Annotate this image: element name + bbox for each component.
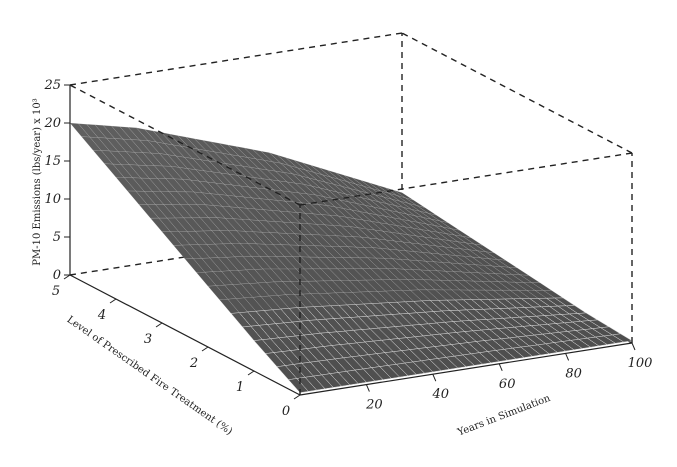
x-tick-label: 40 bbox=[432, 387, 450, 402]
y-tick-mark bbox=[155, 322, 163, 328]
surface-cell bbox=[288, 378, 309, 393]
z-tick-label: 0 bbox=[53, 268, 61, 283]
x-tick-mark bbox=[432, 374, 437, 382]
y-tick-label: 2 bbox=[189, 356, 198, 371]
z-axis-label: PM-10 Emissions (lbs/year) x 10³ bbox=[32, 98, 43, 265]
y-tick-mark bbox=[247, 370, 255, 376]
surface-mesh bbox=[69, 122, 633, 393]
z-tick-label: 25 bbox=[43, 78, 61, 93]
bounding-box-front bbox=[69, 84, 633, 396]
x-tick-label: 100 bbox=[628, 356, 653, 371]
box-edge bbox=[69, 32, 403, 86]
y-tick-label: 1 bbox=[236, 380, 244, 395]
y-tick-mark bbox=[201, 346, 209, 352]
box-edge bbox=[299, 152, 633, 206]
y-tick-label: 4 bbox=[97, 308, 106, 323]
box-edge bbox=[69, 274, 301, 396]
y-tick-mark bbox=[293, 394, 301, 400]
x-tick-mark bbox=[565, 353, 570, 361]
z-tick-label: 10 bbox=[44, 192, 61, 207]
y-tick-label: 0 bbox=[282, 404, 290, 419]
x-tick-mark bbox=[631, 342, 636, 351]
z-tick-label: 5 bbox=[53, 230, 61, 245]
z-tick-label: 15 bbox=[44, 154, 61, 169]
y-tick-mark bbox=[109, 298, 117, 304]
y-tick-label: 5 bbox=[52, 284, 60, 299]
x-tick-label: 80 bbox=[565, 366, 582, 381]
x-tick-label: 20 bbox=[365, 398, 383, 413]
x-axis-label: Years in Simulation bbox=[455, 393, 552, 439]
y-tick-mark bbox=[63, 274, 71, 280]
x-tick-mark bbox=[498, 363, 503, 371]
x-tick-mark bbox=[365, 384, 370, 392]
z-tick-label: 20 bbox=[43, 116, 61, 131]
y-tick-label: 3 bbox=[144, 332, 152, 347]
box-edge bbox=[401, 32, 633, 154]
box-edge bbox=[299, 342, 633, 396]
x-tick-label: 60 bbox=[499, 377, 516, 392]
